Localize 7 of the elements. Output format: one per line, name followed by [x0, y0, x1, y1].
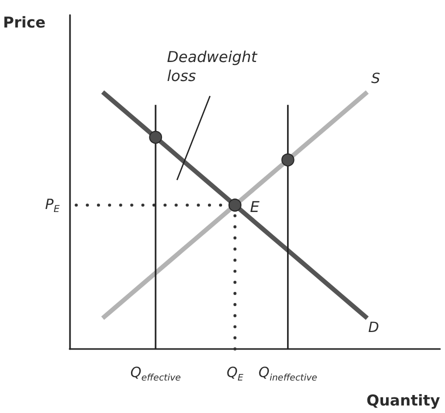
- series-label: S: [371, 70, 380, 88]
- series-label: P$_{E}$: [45, 196, 60, 216]
- x-axis-title: Quantity: [366, 392, 440, 410]
- text: Deadweight loss: [167, 48, 258, 86]
- series-label: D: [368, 319, 380, 338]
- y-axis-title: Price: [2, 14, 46, 32]
- annotation: E: [250, 198, 260, 216]
